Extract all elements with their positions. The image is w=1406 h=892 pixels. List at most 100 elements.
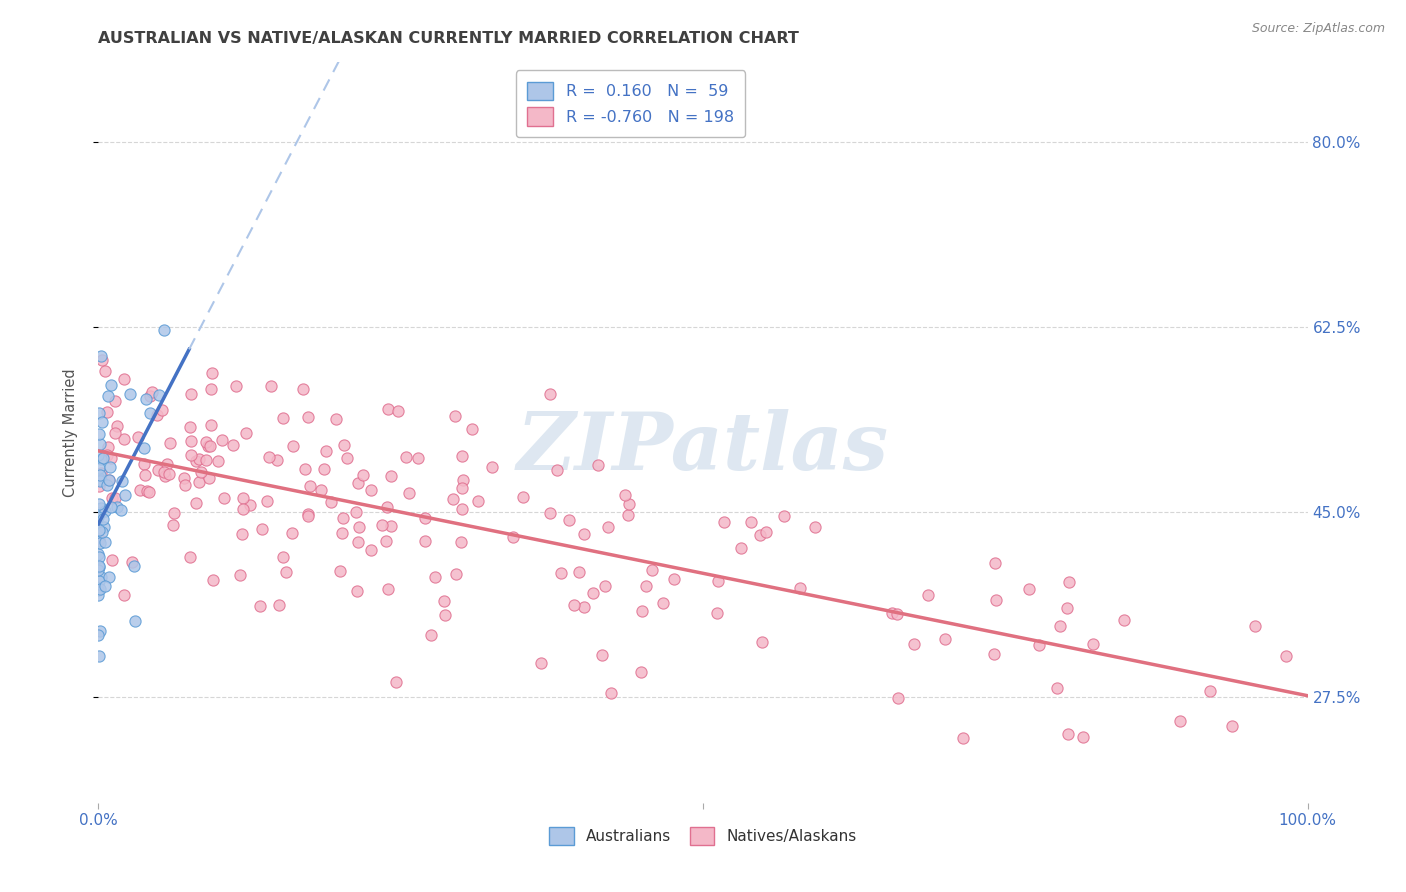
- Point: [415, 511, 437, 525]
- Point: [346, 584, 368, 599]
- Point: [591, 648, 613, 663]
- Text: ZIPatlas: ZIPatlas: [517, 409, 889, 486]
- Point: [134, 467, 156, 482]
- Point: [804, 520, 827, 534]
- Point: [385, 675, 408, 690]
- Point: [538, 506, 561, 520]
- Point: [1071, 730, 1094, 744]
- Point: [132, 457, 155, 471]
- Point: [222, 437, 245, 451]
- Point: [87, 588, 110, 602]
- Point: [266, 453, 288, 467]
- Point: [112, 372, 135, 386]
- Point: [600, 686, 623, 700]
- Point: [562, 598, 585, 612]
- Point: [173, 478, 195, 492]
- Point: [139, 407, 162, 421]
- Point: [90, 451, 112, 466]
- Point: [184, 453, 207, 467]
- Point: [197, 439, 219, 453]
- Point: [903, 637, 925, 651]
- Point: [87, 648, 110, 663]
- Point: [100, 500, 122, 515]
- Point: [1274, 649, 1296, 664]
- Point: [121, 555, 143, 569]
- Point: [90, 473, 112, 487]
- Point: [114, 488, 136, 502]
- Point: [97, 473, 120, 487]
- Point: [706, 606, 728, 620]
- Point: [184, 496, 207, 510]
- Point: [273, 550, 295, 565]
- Point: [239, 499, 262, 513]
- Point: [315, 444, 337, 458]
- Point: [87, 460, 110, 475]
- Point: [87, 549, 110, 564]
- Point: [128, 483, 150, 498]
- Point: [87, 523, 110, 537]
- Point: [110, 503, 132, 517]
- Point: [138, 485, 160, 500]
- Point: [319, 495, 342, 509]
- Point: [652, 595, 675, 609]
- Point: [135, 392, 157, 407]
- Point: [122, 558, 145, 573]
- Point: [415, 533, 437, 548]
- Point: [1056, 601, 1078, 615]
- Point: [377, 582, 399, 596]
- Point: [630, 665, 652, 679]
- Point: [347, 520, 370, 534]
- Point: [299, 478, 322, 492]
- Point: [420, 628, 443, 642]
- Point: [984, 556, 1007, 570]
- Point: [1046, 681, 1069, 695]
- Point: [546, 463, 568, 477]
- Point: [1057, 574, 1080, 589]
- Point: [730, 541, 752, 556]
- Point: [89, 582, 111, 597]
- Point: [207, 453, 229, 467]
- Point: [157, 467, 180, 481]
- Point: [87, 563, 110, 577]
- Point: [634, 579, 657, 593]
- Point: [94, 504, 117, 518]
- Point: [153, 469, 176, 483]
- Point: [135, 483, 157, 498]
- Point: [274, 565, 297, 579]
- Point: [441, 492, 464, 507]
- Point: [512, 490, 534, 504]
- Point: [886, 607, 908, 621]
- Point: [87, 547, 110, 561]
- Point: [450, 534, 472, 549]
- Point: [93, 519, 115, 533]
- Point: [631, 604, 654, 618]
- Point: [97, 440, 120, 454]
- Point: [100, 378, 122, 392]
- Point: [90, 524, 112, 539]
- Point: [1018, 582, 1040, 597]
- Point: [89, 506, 111, 520]
- Point: [153, 323, 176, 337]
- Point: [179, 550, 201, 565]
- Point: [297, 507, 319, 521]
- Point: [94, 364, 117, 378]
- Point: [330, 525, 353, 540]
- Point: [394, 450, 416, 464]
- Point: [461, 422, 484, 436]
- Point: [188, 475, 211, 489]
- Point: [934, 632, 956, 646]
- Text: Source: ZipAtlas.com: Source: ZipAtlas.com: [1251, 22, 1385, 36]
- Point: [200, 383, 222, 397]
- Point: [1083, 637, 1105, 651]
- Point: [332, 438, 354, 452]
- Point: [112, 588, 135, 602]
- Point: [1057, 727, 1080, 741]
- Point: [90, 500, 112, 515]
- Point: [112, 432, 135, 446]
- Point: [267, 598, 290, 612]
- Point: [377, 402, 399, 417]
- Legend: Australians, Natives/Alaskans: Australians, Natives/Alaskans: [543, 821, 863, 851]
- Point: [148, 388, 170, 402]
- Point: [572, 599, 595, 614]
- Point: [617, 508, 640, 523]
